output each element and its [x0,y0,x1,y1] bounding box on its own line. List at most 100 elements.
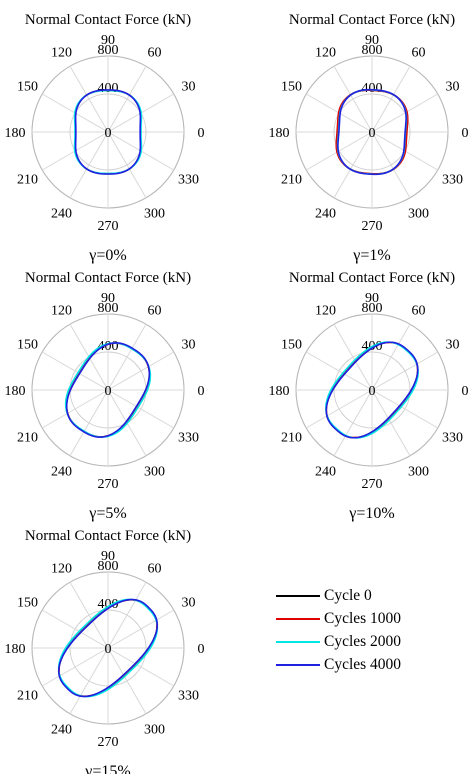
legend-swatch-cycle-0 [276,594,320,597]
series-curve-cycles-4000 [74,89,142,175]
angle-tick-label: 60 [148,303,162,318]
grid-spoke [371,389,411,457]
angle-tick-label: 0 [198,642,205,657]
angle-tick-label: 60 [412,45,426,60]
angle-tick-label: 240 [315,465,336,480]
angle-tick-label: 270 [98,477,119,492]
radial-tick-label: 0 [105,384,112,399]
chart-title: Normal Contact Force (kN) [25,528,191,544]
legend-label: Cycle 0 [324,586,372,604]
angle-tick-label: 240 [51,723,72,738]
angle-tick-label: 150 [17,338,38,353]
chart-title: Normal Contact Force (kN) [289,12,455,28]
angle-tick-label: 30 [182,338,196,353]
legend-item-cycles-1000: Cycles 1000 [276,607,466,630]
chart-caption: γ=15% [84,763,130,774]
grid-spoke [107,389,175,429]
angle-tick-label: 0 [462,384,469,399]
angle-tick-label: 330 [178,431,199,446]
legend-label: Cycles 2000 [324,632,402,650]
radial-tick-label: 400 [98,597,119,612]
grid-spoke [41,389,109,429]
grid-spoke [41,647,109,687]
angle-tick-label: 60 [148,45,162,60]
angle-tick-label: 210 [17,173,38,188]
radial-tick-label: 0 [105,126,112,141]
grid-spoke [69,581,109,649]
polar-chart: Normal Contact Force (kN) 0 30 60 90 120 150 18… [5,270,205,522]
grid-spoke [107,647,147,715]
angle-tick-label: 120 [315,303,336,318]
grid-spoke [371,323,411,391]
series-curve-cycles-4000 [325,341,419,439]
angle-tick-label: 120 [51,303,72,318]
grid-spoke [69,131,109,199]
angle-tick-label: 300 [144,465,165,480]
angle-tick-label: 0 [198,384,205,399]
polar-chart: Normal Contact Force (kN) 0 30 60 90 120 150 18… [5,528,205,774]
legend-swatch-cycles-2000 [276,640,320,643]
grid-spoke [41,351,109,391]
angle-tick-label: 210 [17,431,38,446]
radial-tick-label: 800 [98,559,119,574]
angle-tick-label: 90 [365,33,379,48]
series-curve-cycles-4000 [337,88,407,176]
grid-spoke [107,323,147,391]
legend-label: Cycles 1000 [324,609,402,627]
legend-swatch-cycles-4000 [276,663,320,666]
legend-swatch-cycles-1000 [276,617,320,620]
radial-tick-label: 0 [369,126,376,141]
radial-tick-label: 800 [362,43,383,58]
grid-spoke [371,65,411,133]
polar-chart: Normal Contact Force (kN) 0 30 60 90 120 150 18… [269,270,469,522]
angle-tick-label: 330 [178,173,199,188]
radial-tick-label: 800 [98,301,119,316]
angle-tick-label: 330 [178,689,199,704]
angle-tick-label: 120 [51,45,72,60]
angle-tick-label: 270 [98,219,119,234]
series-curve-cycles-4000 [65,342,151,438]
grid-spoke [41,609,109,649]
grid-spoke [333,389,373,457]
legend-item-cycle-0: Cycle 0 [276,584,466,607]
angle-tick-label: 300 [144,723,165,738]
grid-spoke [371,351,439,391]
grid-spoke [333,131,373,199]
angle-tick-label: 90 [365,291,379,306]
angle-tick-label: 180 [5,126,26,141]
grid-spoke [333,65,373,133]
angle-tick-label: 120 [315,45,336,60]
angle-tick-label: 240 [315,207,336,222]
chart-title: Normal Contact Force (kN) [289,270,455,286]
radial-tick-label: 800 [362,301,383,316]
radial-tick-label: 0 [369,384,376,399]
angle-tick-label: 180 [5,642,26,657]
angle-tick-label: 150 [281,338,302,353]
grid-spoke [107,131,147,199]
angle-tick-label: 30 [446,80,460,95]
grid-spoke [305,351,373,391]
angle-tick-label: 180 [269,384,290,399]
grid-spoke [107,65,147,133]
chart-title: Normal Contact Force (kN) [25,270,191,286]
radial-tick-label: 800 [98,43,119,58]
grid-spoke [305,389,373,429]
angle-tick-label: 150 [17,596,38,611]
legend-label: Cycles 4000 [324,655,402,673]
angle-tick-label: 210 [281,173,302,188]
legend: Cycle 0 Cycles 1000 Cycles 2000 Cycles 4… [276,584,466,676]
legend-item-cycles-4000: Cycles 4000 [276,653,466,676]
angle-tick-label: 30 [446,338,460,353]
chart-caption: γ=5% [88,505,126,522]
angle-tick-label: 180 [269,126,290,141]
angle-tick-label: 150 [17,80,38,95]
grid-spoke [69,647,109,715]
angle-tick-label: 60 [412,303,426,318]
radial-tick-label: 400 [98,81,119,96]
radial-tick-label: 0 [105,642,112,657]
grid-spoke [69,389,109,457]
angle-tick-label: 270 [362,477,383,492]
chart-title: Normal Contact Force (kN) [25,12,191,28]
angle-tick-label: 330 [442,431,463,446]
